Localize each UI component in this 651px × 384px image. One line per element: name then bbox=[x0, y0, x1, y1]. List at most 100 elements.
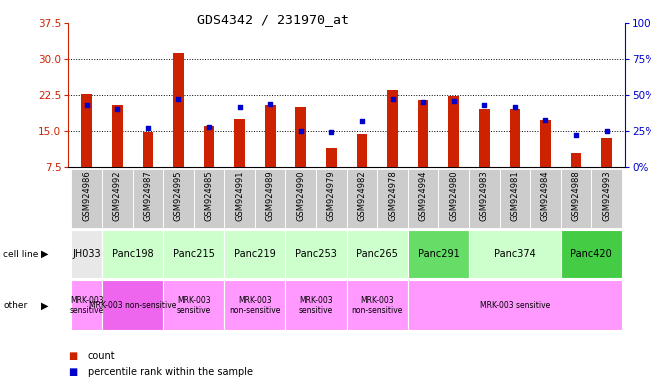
Text: Panc219: Panc219 bbox=[234, 249, 276, 260]
Point bbox=[418, 99, 428, 105]
Point bbox=[234, 104, 245, 110]
Bar bbox=[286, 230, 346, 278]
Bar bbox=[449, 96, 459, 167]
Bar bbox=[469, 230, 561, 278]
Text: GSM924992: GSM924992 bbox=[113, 171, 122, 221]
Bar bbox=[438, 169, 469, 228]
Text: GSM924991: GSM924991 bbox=[235, 171, 244, 221]
Bar bbox=[357, 134, 367, 167]
Bar bbox=[571, 153, 581, 167]
Bar bbox=[408, 280, 622, 330]
Bar bbox=[479, 109, 490, 167]
Bar bbox=[163, 169, 194, 228]
Text: MRK-003
non-sensitive: MRK-003 non-sensitive bbox=[352, 296, 403, 315]
Bar bbox=[102, 230, 163, 278]
Text: MRK-003 non-sensitive: MRK-003 non-sensitive bbox=[89, 301, 176, 310]
Bar bbox=[499, 169, 530, 228]
Text: JH033: JH033 bbox=[72, 249, 101, 260]
Bar bbox=[234, 119, 245, 167]
Bar bbox=[72, 169, 102, 228]
Bar bbox=[530, 169, 561, 228]
Text: GSM924993: GSM924993 bbox=[602, 171, 611, 221]
Bar bbox=[540, 121, 551, 167]
Text: Panc265: Panc265 bbox=[356, 249, 398, 260]
Text: MRK-003
sensitive: MRK-003 sensitive bbox=[176, 296, 211, 315]
Text: other: other bbox=[3, 301, 27, 310]
Bar bbox=[173, 53, 184, 167]
Text: GSM924980: GSM924980 bbox=[449, 171, 458, 221]
Text: GSM924989: GSM924989 bbox=[266, 171, 275, 221]
Text: ▶: ▶ bbox=[40, 300, 48, 310]
Text: MRK-003
sensitive: MRK-003 sensitive bbox=[299, 296, 333, 315]
Bar bbox=[377, 169, 408, 228]
Bar bbox=[102, 169, 133, 228]
Text: GSM924990: GSM924990 bbox=[296, 171, 305, 221]
Bar bbox=[316, 169, 346, 228]
Text: ■: ■ bbox=[68, 367, 77, 377]
Text: MRK-003
non-sensitive: MRK-003 non-sensitive bbox=[229, 296, 281, 315]
Text: Panc253: Panc253 bbox=[295, 249, 337, 260]
Bar bbox=[408, 169, 438, 228]
Bar bbox=[163, 280, 225, 330]
Bar bbox=[561, 169, 591, 228]
Point bbox=[449, 98, 459, 104]
Point bbox=[602, 128, 612, 134]
Text: GSM924988: GSM924988 bbox=[572, 171, 581, 222]
Point bbox=[204, 124, 214, 130]
Text: Panc198: Panc198 bbox=[112, 249, 154, 260]
Text: GSM924981: GSM924981 bbox=[510, 171, 519, 221]
Bar bbox=[591, 169, 622, 228]
Text: Panc291: Panc291 bbox=[417, 249, 460, 260]
Text: ▶: ▶ bbox=[40, 249, 48, 259]
Bar bbox=[265, 105, 275, 167]
Text: GSM924995: GSM924995 bbox=[174, 171, 183, 221]
Bar bbox=[112, 105, 122, 167]
Text: GSM924978: GSM924978 bbox=[388, 171, 397, 222]
Text: Panc215: Panc215 bbox=[173, 249, 215, 260]
Point bbox=[81, 102, 92, 108]
Bar bbox=[326, 148, 337, 167]
Bar bbox=[72, 280, 102, 330]
Bar bbox=[469, 169, 499, 228]
Bar bbox=[346, 280, 408, 330]
Bar bbox=[204, 126, 214, 167]
Bar bbox=[81, 94, 92, 167]
Bar bbox=[602, 138, 612, 167]
Text: percentile rank within the sample: percentile rank within the sample bbox=[88, 367, 253, 377]
Bar bbox=[72, 230, 102, 278]
Bar bbox=[225, 230, 286, 278]
Bar bbox=[255, 169, 286, 228]
Bar bbox=[418, 100, 428, 167]
Bar bbox=[194, 169, 225, 228]
Point bbox=[510, 104, 520, 110]
Text: GDS4342 / 231970_at: GDS4342 / 231970_at bbox=[197, 13, 350, 26]
Text: GSM924987: GSM924987 bbox=[143, 171, 152, 222]
Bar bbox=[346, 169, 377, 228]
Text: ■: ■ bbox=[68, 351, 77, 361]
Text: GSM924983: GSM924983 bbox=[480, 171, 489, 222]
Bar bbox=[133, 169, 163, 228]
Bar bbox=[286, 280, 346, 330]
Point bbox=[326, 129, 337, 136]
Text: GSM924986: GSM924986 bbox=[82, 171, 91, 222]
Bar bbox=[296, 107, 306, 167]
Point bbox=[571, 132, 581, 139]
Point bbox=[143, 125, 153, 131]
Bar bbox=[225, 280, 286, 330]
Bar bbox=[225, 169, 255, 228]
Bar bbox=[143, 132, 153, 167]
Point bbox=[112, 106, 122, 113]
Text: GSM924979: GSM924979 bbox=[327, 171, 336, 221]
Point bbox=[387, 96, 398, 103]
Bar bbox=[387, 90, 398, 167]
Point bbox=[265, 101, 275, 107]
Text: MRK-003 sensitive: MRK-003 sensitive bbox=[480, 301, 550, 310]
Point bbox=[357, 118, 367, 124]
Point bbox=[540, 116, 551, 122]
Text: Panc374: Panc374 bbox=[494, 249, 536, 260]
Bar bbox=[561, 230, 622, 278]
Text: Panc420: Panc420 bbox=[570, 249, 612, 260]
Bar bbox=[102, 280, 163, 330]
Bar bbox=[408, 230, 469, 278]
Point bbox=[296, 128, 306, 134]
